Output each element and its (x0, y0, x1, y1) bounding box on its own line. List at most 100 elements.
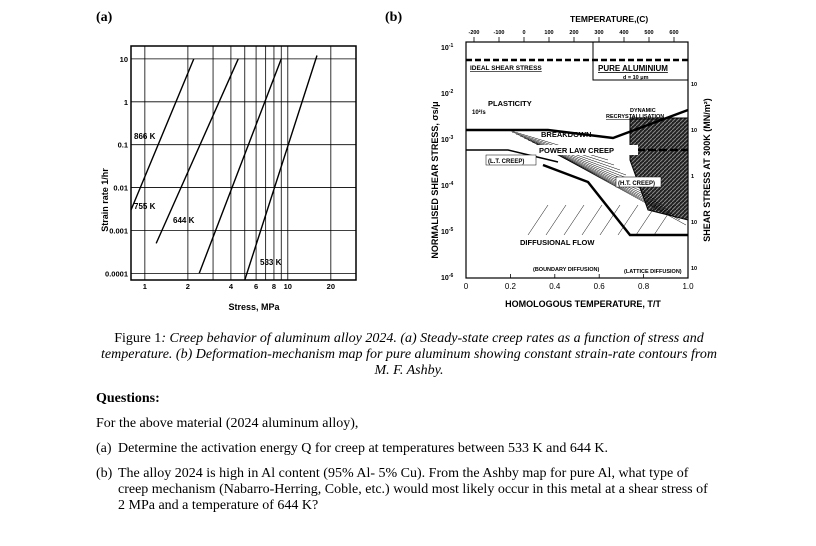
y-tick-label: 10 (120, 55, 128, 64)
right-tick-label: 1 (691, 174, 694, 180)
chart-a-xticks: 1 2 4 6 8 10 20 (143, 282, 335, 291)
series-line-1 (155, 58, 239, 244)
question-b-label: (b) (96, 466, 113, 481)
series-line-0 (130, 58, 195, 211)
contour-line (653, 204, 675, 236)
right-tick-label: 10 (691, 220, 697, 226)
series-line-2 (198, 58, 282, 274)
top-tick-label: 400 (619, 30, 628, 36)
chart-a-grid (131, 46, 356, 280)
question-b: (b) The alloy 2024 is high in Al content… (96, 466, 716, 514)
question-a-text: Determine the activation energy Q for cr… (118, 441, 608, 456)
top-tick-label: -100 (493, 30, 504, 36)
y-tick-label: 0.1 (118, 141, 128, 150)
series-line-3 (244, 55, 318, 281)
chart-a-yticks: 10 1 0.1 0.01 0.001 0.0001 (105, 55, 128, 278)
label-power-law: POWER LAW CREEP (539, 146, 614, 155)
chart-a-ylabel: Strain rate 1/hr (100, 168, 110, 232)
caption-text: : Creep behavior of aluminum alloy 2024.… (101, 331, 717, 378)
right-tick-label: 10 (691, 128, 697, 134)
top-tick-label: 0 (522, 30, 525, 36)
left-axis-ticks: 10-1 10-2 10-3 10-4 10-5 10-6 (441, 43, 453, 282)
label-diffusional: DIFFUSIONAL FLOW (520, 238, 595, 247)
top-tick-label: -200 (468, 30, 479, 36)
question-a-label: (a) (96, 441, 112, 456)
left-tick-label: 10-4 (441, 181, 453, 190)
right-axis-ticks: 10 10 1 10 10 (691, 82, 697, 272)
chart-a-lines (130, 55, 318, 281)
bottom-tick-label: 0.4 (549, 282, 561, 291)
x-tick-label: 10 (284, 282, 292, 291)
panel-b-label: (b) (385, 10, 403, 25)
questions-intro: For the above material (2024 aluminum al… (96, 416, 359, 431)
x-tick-label: 1 (143, 282, 147, 291)
contour-line (543, 147, 663, 206)
x-tick-label: 20 (327, 282, 335, 291)
left-tick-label: 10-5 (441, 227, 453, 236)
top-axis-ticks: -200 -100 0 100 200 300 400 500 600 (468, 30, 679, 42)
y-tick-label: 0.0001 (105, 269, 128, 278)
diffusional-boundary (466, 149, 559, 163)
left-axis-label: NORMALISED SHEAR STRESS, σs/μ (430, 101, 440, 258)
label-plasticity: PLASTICITY (488, 99, 532, 108)
label-ideal-shear: IDEAL SHEAR STRESS (470, 65, 542, 72)
contour-line (581, 204, 603, 236)
right-tick-label: 10 (691, 82, 697, 88)
series-label-866: 866 K (134, 132, 156, 141)
x-tick-label: 4 (229, 282, 234, 291)
x-tick-label: 6 (254, 282, 258, 291)
series-label-644: 644 K (173, 216, 195, 225)
figure-caption: Figure 1: Creep behavior of aluminum all… (96, 331, 722, 379)
left-tick-label: 10-3 (441, 135, 453, 144)
top-tick-label: 500 (644, 30, 653, 36)
panel-a-label: (a) (96, 10, 113, 25)
label-lattice: (LATTICE DIFFUSION) (624, 269, 682, 275)
label-ht-creep: (H.T. CREEP) (618, 181, 655, 187)
contour-line (527, 204, 549, 236)
series-label-533: 533 K (260, 258, 282, 267)
contour-line (599, 204, 621, 236)
bottom-tick-label: 0 (464, 282, 469, 291)
left-tick-label: 10-2 (441, 89, 453, 98)
y-tick-label: 0.01 (113, 184, 128, 193)
box-label-grain: d = 10 μm (623, 75, 649, 81)
question-b-text: The alloy 2024 is high in Al content (95… (118, 466, 708, 513)
top-axis-title: TEMPERATURE,(C) (570, 14, 648, 24)
label-pct: 10²/s (472, 109, 486, 116)
top-tick-label: 300 (594, 30, 603, 36)
series-label-755: 755 K (134, 202, 156, 211)
contour-line (519, 135, 627, 176)
contour-line (635, 204, 657, 236)
label-breakdown: BREAKDOWN (541, 130, 591, 139)
contour-line (563, 204, 585, 236)
box-divider (592, 42, 688, 81)
contour-line (545, 204, 567, 236)
chart-b: TEMPERATURE,(C) -200 -100 0 100 200 300 400 500… (430, 14, 712, 309)
label-recryst: RECRYSTALLISATION (606, 114, 664, 120)
label-lt-creep: (L.T. CREEP) (488, 159, 524, 165)
left-tick-label: 10-1 (441, 43, 453, 52)
top-tick-label: 100 (544, 30, 553, 36)
bottom-axis-ticks: 0 0.2 0.4 0.6 0.8 1.0 (464, 274, 694, 291)
bottom-axis-label: HOMOLOGOUS TEMPERATURE, T/T (505, 299, 661, 309)
left-tick-label: 10-6 (441, 273, 453, 282)
box-label-pure-al: PURE ALUMINIUM (598, 64, 668, 73)
bottom-tick-label: 0.2 (505, 282, 517, 291)
top-tick-label: 200 (569, 30, 578, 36)
x-tick-label: 8 (272, 282, 276, 291)
questions-heading: Questions: (96, 391, 160, 406)
y-tick-label: 1 (124, 98, 128, 107)
label-dynamic: DYNAMIC (630, 108, 656, 114)
chart-a-frame (130, 45, 357, 281)
x-tick-label: 2 (186, 282, 190, 291)
chart-a: 10 1 0.1 0.01 0.001 0.0001 1 2 4 6 8 10 20 Strain r… (100, 45, 357, 312)
y-tick-label: 0.001 (109, 226, 128, 235)
plasticity-boundary (466, 108, 689, 140)
right-axis-label: SHEAR STRESS AT 300K (MN/m²) (702, 98, 712, 242)
contour-line (559, 155, 687, 226)
label-boundary: (BOUNDARY DIFFUSION) (533, 267, 599, 273)
top-tick-label: 600 (669, 30, 678, 36)
power-law-boundary (542, 163, 688, 237)
question-a: (a) Determine the activation energy Q fo… (96, 441, 716, 457)
chart-a-xlabel: Stress, MPa (228, 302, 280, 312)
